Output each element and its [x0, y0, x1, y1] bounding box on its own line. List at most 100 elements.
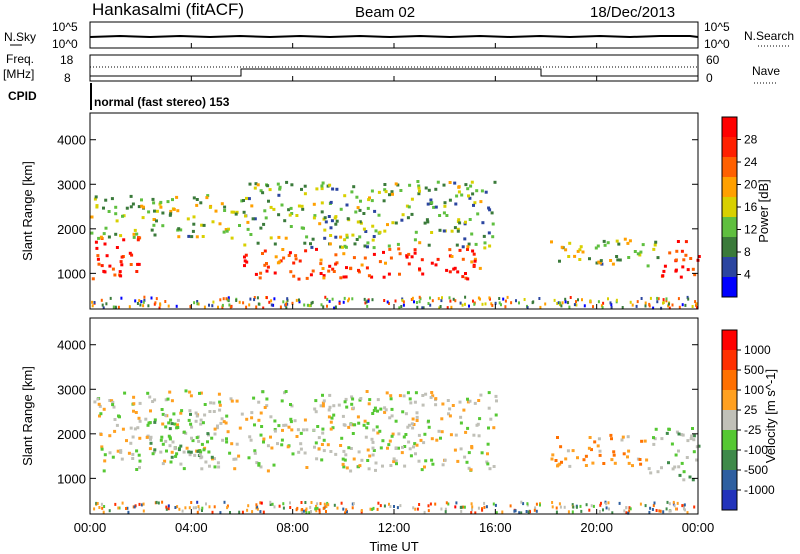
power-noise-cell [120, 296, 123, 300]
power-noise-cell [635, 304, 638, 308]
power-cell [352, 256, 356, 260]
power-cell [423, 221, 427, 225]
vel-noise-cell [196, 510, 199, 514]
vel-noise-cell [310, 510, 312, 513]
vel-noise-cell [315, 504, 317, 508]
power-noise-cell [449, 299, 452, 303]
vel-cell [697, 444, 701, 448]
power-noise-cell [217, 305, 219, 309]
vel-cell [459, 421, 463, 425]
vel-cell [111, 455, 115, 459]
power-cell [417, 186, 421, 190]
velocity-colorbar-swatch [722, 410, 737, 431]
power-noise-cell [285, 306, 288, 310]
power-cell [242, 210, 246, 214]
power-cell [654, 240, 658, 244]
power-cell [264, 216, 268, 220]
vel-cell [620, 438, 624, 442]
vel-noise-cell [673, 504, 676, 508]
power-cell [363, 256, 367, 260]
vel-cell [390, 407, 394, 411]
power-cell [96, 254, 100, 258]
vel-cell [597, 437, 601, 441]
power-cell [272, 207, 276, 211]
vel-cell [349, 423, 352, 427]
vel-cell [261, 390, 265, 394]
vel-cell [665, 431, 669, 435]
vel-noise-cell [205, 502, 207, 506]
vel-cell [477, 434, 481, 438]
freq-trace [90, 68, 698, 77]
power-noise-cell [222, 297, 225, 301]
freq-unit: [MHz] [3, 67, 34, 81]
power-cell [273, 271, 277, 275]
vel-cell [576, 456, 579, 460]
vel-cell [321, 401, 325, 405]
vel-cell [260, 425, 264, 428]
vel-cell [182, 467, 186, 471]
vel-noise-cell [551, 505, 554, 509]
power-cell [155, 219, 158, 223]
vel-noise-cell [282, 506, 285, 510]
vel-noise-cell [579, 504, 582, 508]
power-cell [367, 198, 371, 202]
vel-cell [146, 391, 150, 395]
vel-cell [116, 449, 120, 453]
power-noise-cell [575, 300, 577, 304]
vel-noise-cell [316, 502, 319, 506]
vel-cell [200, 455, 204, 459]
vel-cell [366, 459, 370, 462]
power-noise-cell [559, 303, 562, 307]
vel-noise-cell [314, 507, 317, 511]
power-noise-cell [348, 297, 350, 301]
power-cell [470, 180, 474, 184]
vel-noise-cell [414, 507, 417, 511]
power-noise-cell [500, 303, 502, 307]
power-cell [100, 264, 104, 268]
power-noise-cell [418, 300, 421, 304]
power-cell [430, 261, 434, 265]
vel-cell [117, 414, 120, 418]
power-cell [186, 217, 190, 221]
power-colorbar-tick-label: 8 [744, 245, 751, 259]
power-noise-cell [142, 304, 145, 308]
vel-cell [449, 433, 453, 437]
vel-noise-cell [165, 507, 168, 511]
power-cell [452, 267, 456, 271]
vel-noise-cell [346, 510, 348, 514]
power-noise-cell [556, 302, 559, 305]
vel-cell [203, 413, 207, 417]
vel-noise-cell [184, 506, 187, 510]
power-noise-cell [365, 300, 368, 304]
velocity-colorbar-tick-label: 100 [744, 383, 764, 397]
vel-cell [692, 450, 696, 454]
power-cell [406, 216, 410, 220]
vel-cell [224, 421, 228, 425]
power-noise-cell [189, 305, 192, 309]
power-cell [343, 194, 347, 198]
vel-cell [645, 458, 649, 462]
vel-cell [149, 409, 152, 413]
vel-noise-cell [525, 510, 528, 513]
power-noise-cell [154, 301, 157, 305]
freq-strip: Freq. [MHz] 18 8 60 0 Nave [3, 52, 780, 85]
power-cell [289, 225, 293, 228]
power-cell [136, 262, 140, 266]
vel-cell [102, 407, 106, 411]
vel-cell [677, 465, 681, 469]
vel-cell [367, 467, 371, 471]
power-cell [131, 202, 135, 206]
power-cell [277, 193, 281, 197]
vel-cell [376, 409, 379, 413]
vel-cell [695, 445, 699, 449]
power-cell [191, 229, 195, 233]
vel-noise-cell [571, 510, 574, 514]
power-cell [370, 275, 374, 279]
power-cell [302, 226, 305, 230]
vel-cell [131, 435, 135, 439]
power-noise-cell [235, 299, 238, 302]
power-cell [372, 246, 376, 250]
vel-cell [390, 434, 394, 438]
power-noise-cell [140, 300, 143, 304]
